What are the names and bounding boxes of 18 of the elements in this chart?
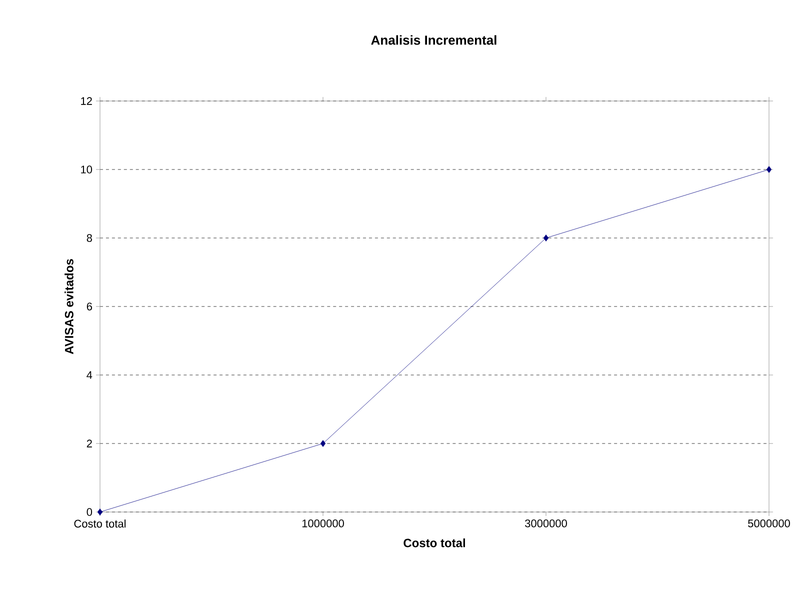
y-axis-title: AVISAS evitados — [64, 259, 74, 354]
y-tick-label: 8 — [86, 234, 92, 242]
y-tick-label: 10 — [81, 166, 92, 174]
y-tick-label: 4 — [86, 371, 92, 379]
point — [543, 234, 549, 242]
y-tick-label: 12 — [81, 97, 92, 105]
y-tick-label: 0 — [86, 508, 92, 516]
x-axis-title: Costo total — [404, 538, 465, 548]
y-tick-label: 6 — [86, 302, 92, 310]
x-tick-label: 5000000 — [748, 520, 790, 528]
x-tick-label: Costo total — [74, 520, 126, 528]
point — [766, 166, 772, 173]
x-tick-label: 3000000 — [525, 520, 567, 528]
point — [97, 508, 103, 516]
chart-title: Analisis Incremental — [371, 35, 496, 45]
x-tick-label: 1000000 — [302, 520, 344, 528]
y-tick-label: 2 — [86, 440, 92, 448]
point — [320, 440, 326, 447]
